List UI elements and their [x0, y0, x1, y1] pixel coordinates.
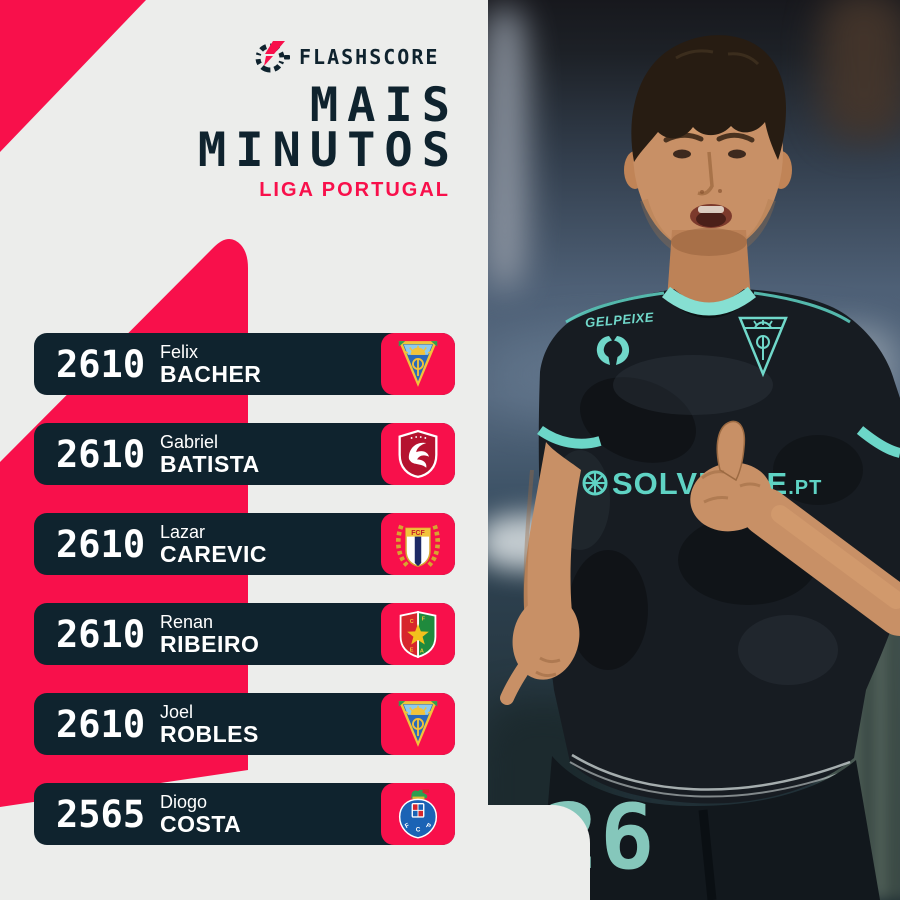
left-arm [500, 425, 602, 705]
shoulder-piping [565, 291, 665, 324]
background-blob [820, 0, 900, 140]
player-figure: GELPEIXE [500, 35, 900, 900]
table-row: 2610 Lazar CAREVIC FCF [34, 513, 455, 575]
shoulder-piping [753, 291, 851, 324]
minutes-value: 2610 [56, 432, 146, 476]
jersey-pattern [550, 355, 863, 685]
player-photo: GELPEIXE [488, 0, 900, 900]
sleeve-cuff [537, 425, 602, 449]
brand-row: FLASHSCORE [254, 39, 439, 75]
club-badge [381, 423, 455, 485]
club-badge [381, 333, 455, 395]
player-name: Gabriel BATISTA [160, 432, 260, 477]
svg-text:F: F [422, 616, 426, 622]
player-name: Diogo COSTA [160, 792, 242, 837]
svg-text:C: C [410, 619, 414, 625]
kappa-logo-icon [596, 336, 630, 365]
jersey-club-crest-icon [738, 316, 788, 378]
neck [667, 228, 751, 311]
svg-text:E: E [410, 647, 414, 653]
background-corner-tab [488, 805, 590, 900]
club-badge [381, 693, 455, 755]
page-title-line1: MAIS [309, 78, 459, 133]
estoril-crest-icon [398, 341, 438, 387]
player-name: Felix BACHER [160, 342, 262, 387]
svg-text:A: A [420, 648, 424, 654]
sleeve-cuff [856, 426, 900, 458]
brand-wordmark: FLASHSCORE [299, 45, 440, 69]
minutes-value: 2610 [56, 702, 146, 746]
estoril-crest-icon [398, 701, 438, 747]
estrela-amadora-crest-icon: C F E A [399, 610, 437, 659]
minutes-value: 2610 [56, 612, 146, 656]
table-row: 2610 Felix BACHER [34, 333, 455, 395]
hem-piping [571, 753, 851, 791]
nacional-crest-icon [398, 429, 438, 479]
hair [631, 35, 786, 162]
player-name: Renan RIBEIRO [160, 612, 260, 657]
famalicao-banner-text: FCF [411, 530, 424, 537]
player-name: Joel ROBLES [160, 702, 259, 747]
table-row: 2610 Joel ROBLES [34, 693, 455, 755]
porto-crest-icon: F C P [398, 789, 438, 839]
club-badge: FCF [381, 513, 455, 575]
svg-text:F: F [404, 822, 411, 830]
right-fist [690, 462, 772, 532]
table-row: 2610 Gabriel BATISTA [34, 423, 455, 485]
club-badge: F C P [381, 783, 455, 845]
floodlight-haze [488, 8, 528, 288]
table-row: 2565 Diogo COSTA F [34, 783, 455, 845]
flashscore-logo-icon [255, 41, 290, 73]
svg-text:C: C [416, 826, 421, 833]
left-panel: FLASHSCORE MAIS MINUTOS LIGA PORTUGAL 26… [0, 0, 459, 873]
page-title-line2: MINUTOS [197, 123, 459, 178]
right-arm [690, 420, 900, 636]
corner-flash-shape [0, 0, 146, 152]
thumb [716, 420, 746, 482]
minutes-value: 2565 [56, 792, 146, 836]
jersey: GELPEIXE [538, 286, 900, 804]
page-subtitle: LIGA PORTUGAL [259, 179, 450, 201]
famalicao-crest-icon: FCF [395, 524, 441, 567]
minutes-value: 2610 [56, 522, 146, 566]
player-name: Lazar CAREVIC [160, 522, 268, 567]
jersey-sponsor-top: GELPEIXE [584, 309, 654, 330]
minutes-value: 2610 [56, 342, 146, 386]
svg-text:P: P [425, 822, 433, 831]
collar [661, 286, 757, 316]
minutes-leaderboard: 2610 Felix BACHER [34, 333, 455, 873]
